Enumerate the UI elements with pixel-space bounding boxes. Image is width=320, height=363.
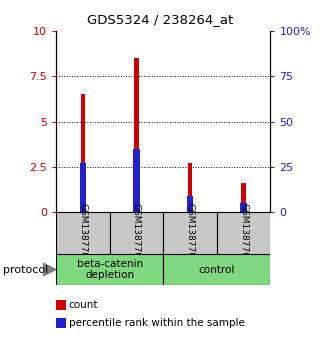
Bar bbox=[242, 183, 246, 212]
Text: beta-catenin
depletion: beta-catenin depletion bbox=[76, 259, 143, 280]
Text: control: control bbox=[199, 265, 235, 274]
Bar bbox=[81, 94, 85, 212]
Text: GSM1387702: GSM1387702 bbox=[78, 203, 87, 264]
Bar bbox=[187, 196, 193, 212]
Bar bbox=[163, 254, 270, 285]
Bar bbox=[56, 254, 163, 285]
Bar bbox=[240, 203, 247, 212]
Bar bbox=[80, 163, 86, 212]
Bar bbox=[133, 149, 140, 212]
Polygon shape bbox=[43, 263, 56, 276]
Bar bbox=[217, 212, 270, 254]
Text: protocol: protocol bbox=[3, 265, 48, 274]
Bar bbox=[163, 212, 217, 254]
Bar bbox=[188, 163, 192, 212]
Bar bbox=[56, 212, 109, 254]
Text: GDS5324 / 238264_at: GDS5324 / 238264_at bbox=[87, 13, 233, 26]
Text: GSM1387701: GSM1387701 bbox=[239, 203, 248, 264]
Text: count: count bbox=[69, 300, 98, 310]
Text: percentile rank within the sample: percentile rank within the sample bbox=[69, 318, 245, 328]
Bar bbox=[109, 212, 163, 254]
Bar bbox=[134, 58, 139, 212]
Text: GSM1387700: GSM1387700 bbox=[186, 203, 195, 264]
Text: GSM1387703: GSM1387703 bbox=[132, 203, 141, 264]
